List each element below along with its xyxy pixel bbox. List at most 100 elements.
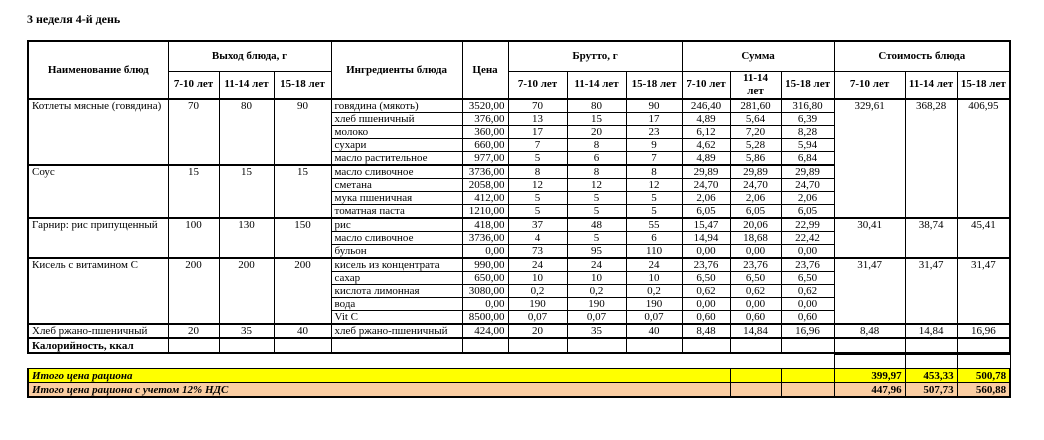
- dish-output-cell: 200: [273, 257, 332, 325]
- sum-cell: 246,40: [681, 98, 731, 113]
- empty-cell: [681, 337, 731, 354]
- dish-cost-cell: 368,28: [904, 98, 958, 219]
- total-row: Итого цена рациона с учетом 12% НДС 447,9…: [27, 382, 1012, 398]
- ingredient-row: вода 0,00 190 190 190 0,00 0,00 0,00: [28, 297, 1010, 311]
- brutto-cell: 48: [566, 217, 627, 232]
- dish-output-cell: 200: [167, 257, 220, 325]
- empty-cell: [461, 337, 509, 354]
- sum-cell: 6,12: [681, 125, 731, 139]
- calories-row: Калорийность, ккал: [27, 337, 1011, 354]
- sum-cell: 0,60: [681, 310, 731, 325]
- age-col-header: 15-18 лет: [625, 70, 683, 100]
- dish-output-cell: 15: [167, 164, 220, 219]
- sum-cell: 0,00: [681, 244, 731, 259]
- price-cell: 376,00: [461, 112, 509, 126]
- spacer-cell: [956, 354, 1011, 369]
- brutto-cell: 110: [625, 244, 683, 259]
- sum-cell: 22,42: [780, 231, 835, 245]
- brutto-cell: 35: [566, 323, 627, 339]
- sum-cell: 8,48: [681, 323, 731, 339]
- brutto-cell: 9: [625, 138, 683, 152]
- empty-cell: [167, 337, 220, 354]
- brutto-cell: 0,07: [625, 310, 683, 325]
- price-cell: 0,00: [461, 244, 509, 259]
- sum-cell: 29,89: [780, 164, 835, 179]
- dish-cost-cell: 406,95: [956, 98, 1011, 219]
- empty-cell: [330, 337, 463, 354]
- price-cell: 3736,00: [461, 164, 509, 179]
- total-empty-cell: [729, 368, 782, 383]
- document-page: 3 неделя 4-й день Наименование блюд Выхо…: [27, 12, 1012, 398]
- sum-cell: 14,94: [681, 231, 731, 245]
- spacer-blank-cell: [28, 355, 834, 369]
- sum-cell: 4,89: [681, 151, 731, 166]
- total-empty-cell: [780, 382, 835, 398]
- sum-cell: 0,00: [729, 244, 782, 259]
- sum-cell: 6,84: [780, 151, 835, 166]
- table-body: Котлеты мясные (говядина) 70 80 90 говядина …: [27, 98, 1011, 354]
- brutto-cell: 40: [625, 323, 683, 339]
- sum-cell: 5,86: [729, 151, 782, 166]
- age-col-header: 7-10 лет: [167, 70, 220, 100]
- brutto-cell: 5: [625, 204, 683, 219]
- sum-cell: 2,06: [681, 191, 731, 205]
- brutto-cell: 7: [625, 151, 683, 166]
- price-cell: 0,00: [461, 297, 509, 311]
- brutto-cell: 6: [625, 231, 683, 245]
- dish-name-cell: Кисель с витамином С: [27, 257, 169, 325]
- menu-table: Наименование блюд Выход блюда, г Ингреди…: [27, 40, 1012, 354]
- brutto-cell: 5: [507, 191, 568, 205]
- sum-cell: 24,70: [780, 178, 835, 192]
- col-header-sum-group: Сумма: [681, 40, 835, 72]
- dish-output-cell: 200: [218, 257, 275, 325]
- sum-cell: 281,60: [729, 98, 782, 113]
- spacer-row: [28, 354, 1011, 369]
- ingredient-name-cell: сухари: [330, 138, 463, 152]
- brutto-cell: 70: [507, 98, 568, 113]
- brutto-cell: 17: [507, 125, 568, 139]
- brutto-cell: 5: [566, 231, 627, 245]
- brutto-cell: 12: [625, 178, 683, 192]
- sum-cell: 22,99: [780, 217, 835, 232]
- total-label-cell: Итого цена рациона: [27, 368, 731, 383]
- sum-cell: 23,76: [729, 257, 782, 272]
- sum-cell: 6,50: [780, 271, 835, 285]
- brutto-cell: 5: [566, 204, 627, 219]
- col-header-dish-name: Наименование блюд: [27, 40, 169, 100]
- total-value-cell: 453,33: [904, 368, 958, 383]
- ingredient-name-cell: масло сливочное: [330, 231, 463, 245]
- brutto-cell: 15: [566, 112, 627, 126]
- dish-name-cell: Соус: [27, 164, 169, 219]
- sum-cell: 24,70: [729, 178, 782, 192]
- age-col-header: 11-14 лет: [904, 70, 958, 100]
- sum-cell: 2,06: [729, 191, 782, 205]
- dish-output-cell: 70: [167, 98, 220, 166]
- sum-cell: 316,80: [780, 98, 835, 113]
- total-value-cell: 399,97: [833, 368, 906, 383]
- sum-cell: 0,62: [780, 284, 835, 298]
- sum-cell: 29,89: [681, 164, 731, 179]
- page-title: 3 неделя 4-й день: [27, 12, 121, 26]
- table-header: Наименование блюд Выход блюда, г Ингреди…: [27, 40, 1011, 100]
- brutto-cell: 8: [507, 164, 568, 179]
- brutto-cell: 190: [625, 297, 683, 311]
- brutto-cell: 24: [566, 257, 627, 272]
- sum-cell: 5,64: [729, 112, 782, 126]
- sum-cell: 6,05: [681, 204, 731, 219]
- dish-cost-cell: 45,41: [956, 217, 1011, 259]
- dish-cost-cell: 14,84: [904, 323, 958, 339]
- brutto-cell: 190: [566, 297, 627, 311]
- sum-cell: 23,76: [681, 257, 731, 272]
- sum-cell: 5,94: [780, 138, 835, 152]
- dish-output-cell: 100: [167, 217, 220, 259]
- col-header-out-group: Выход блюда, г: [167, 40, 332, 72]
- col-header-ingredients: Ингредиенты блюда: [330, 40, 463, 100]
- age-col-header: 7-10 лет: [681, 70, 731, 100]
- brutto-cell: 10: [507, 271, 568, 285]
- ingredient-name-cell: рис: [330, 217, 463, 232]
- ingredient-row: томатная паста 1210,00 5 5 5 6,05 6,05 6,05: [28, 204, 1010, 219]
- ingredient-name-cell: сметана: [330, 178, 463, 192]
- sum-cell: 14,84: [729, 323, 782, 339]
- brutto-cell: 12: [507, 178, 568, 192]
- brutto-cell: 0,2: [625, 284, 683, 298]
